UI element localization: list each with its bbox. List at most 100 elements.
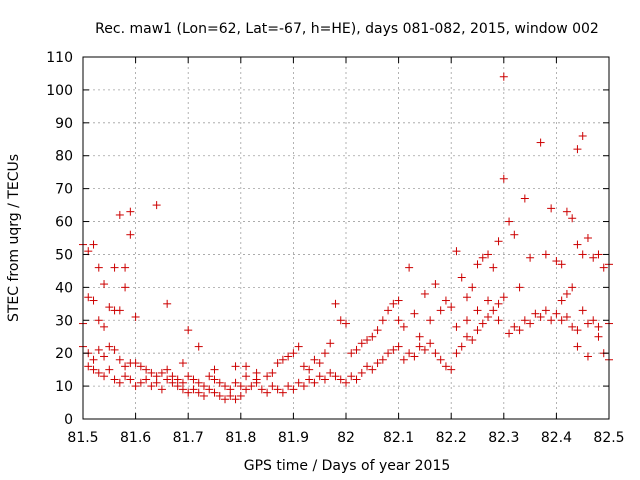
data-point <box>326 339 335 348</box>
data-point <box>320 375 329 384</box>
y-tick-label: 50 <box>55 247 73 263</box>
data-point <box>357 339 366 348</box>
y-tick-label: 70 <box>55 182 73 198</box>
y-tick-label: 0 <box>64 412 73 428</box>
data-point <box>510 230 519 239</box>
data-point <box>100 322 109 331</box>
data-point <box>168 372 177 381</box>
data-point <box>431 280 440 289</box>
y-tick-label: 80 <box>55 149 73 165</box>
data-point <box>178 359 187 368</box>
y-tick-label: 20 <box>55 346 73 362</box>
data-point <box>526 319 535 328</box>
data-point <box>562 207 571 216</box>
data-point <box>510 322 519 331</box>
data-point <box>105 342 114 351</box>
data-point <box>215 391 224 400</box>
data-point <box>494 299 503 308</box>
data-points <box>79 72 613 404</box>
data-point <box>342 319 350 328</box>
x-tick-label: 82.2 <box>436 430 467 446</box>
data-point <box>184 388 193 397</box>
data-point <box>562 289 571 298</box>
data-point <box>247 382 256 391</box>
data-point <box>568 322 577 331</box>
data-point <box>105 303 114 312</box>
data-point <box>484 296 493 305</box>
data-point <box>415 332 424 341</box>
data-point <box>478 319 487 328</box>
data-point <box>552 309 561 318</box>
data-point <box>284 352 293 361</box>
data-point <box>115 355 124 364</box>
data-point <box>131 359 140 368</box>
data-point <box>484 250 493 259</box>
data-point <box>263 388 272 397</box>
data-point <box>84 293 93 302</box>
data-point <box>310 355 319 364</box>
data-point <box>231 378 240 387</box>
data-point <box>389 345 398 354</box>
data-point <box>173 375 182 384</box>
data-point <box>315 372 324 381</box>
data-point <box>221 382 230 391</box>
data-point <box>221 395 230 404</box>
data-point <box>462 332 471 341</box>
data-point <box>157 385 166 394</box>
data-point <box>326 368 335 377</box>
data-point <box>441 296 450 305</box>
data-point <box>184 372 193 381</box>
x-tick-label: 81.7 <box>173 430 204 446</box>
data-point <box>205 385 214 394</box>
data-point <box>378 355 387 364</box>
data-point <box>484 312 493 321</box>
data-point <box>178 378 187 387</box>
data-point <box>152 372 161 381</box>
data-point <box>505 329 514 338</box>
data-point <box>552 257 561 266</box>
data-point <box>447 303 456 312</box>
data-point <box>394 342 403 351</box>
data-point <box>142 365 151 374</box>
data-point <box>131 312 140 321</box>
data-point <box>94 316 103 325</box>
x-tick-label: 82.3 <box>488 430 519 446</box>
data-point <box>394 296 403 305</box>
data-point <box>331 299 340 308</box>
data-point <box>363 336 372 345</box>
data-point <box>384 306 393 315</box>
data-point <box>268 382 277 391</box>
data-point <box>536 138 545 147</box>
data-point <box>499 174 508 183</box>
data-point <box>257 385 266 394</box>
data-point <box>205 372 214 381</box>
data-point <box>100 352 109 361</box>
data-point <box>420 289 429 298</box>
data-point <box>305 375 314 384</box>
data-point <box>157 368 166 377</box>
data-point <box>147 382 156 391</box>
data-point <box>431 349 440 358</box>
data-point <box>242 372 251 381</box>
x-tick-label: 81.8 <box>225 430 256 446</box>
data-point <box>263 372 272 381</box>
data-point <box>589 253 598 262</box>
data-point <box>441 362 450 371</box>
data-point <box>184 326 193 335</box>
x-tick-label: 82.1 <box>383 430 414 446</box>
data-point <box>89 296 98 305</box>
data-point <box>121 283 130 292</box>
data-point <box>336 375 345 384</box>
data-point <box>594 322 603 331</box>
data-point <box>494 237 503 246</box>
data-point <box>199 391 208 400</box>
x-tick-label: 81.5 <box>67 430 98 446</box>
data-point <box>447 365 456 374</box>
data-point <box>189 375 198 384</box>
data-point <box>189 385 198 394</box>
data-point <box>505 217 514 226</box>
data-point <box>242 362 251 371</box>
data-point <box>594 250 603 259</box>
data-point <box>210 388 219 397</box>
data-point <box>368 365 377 374</box>
